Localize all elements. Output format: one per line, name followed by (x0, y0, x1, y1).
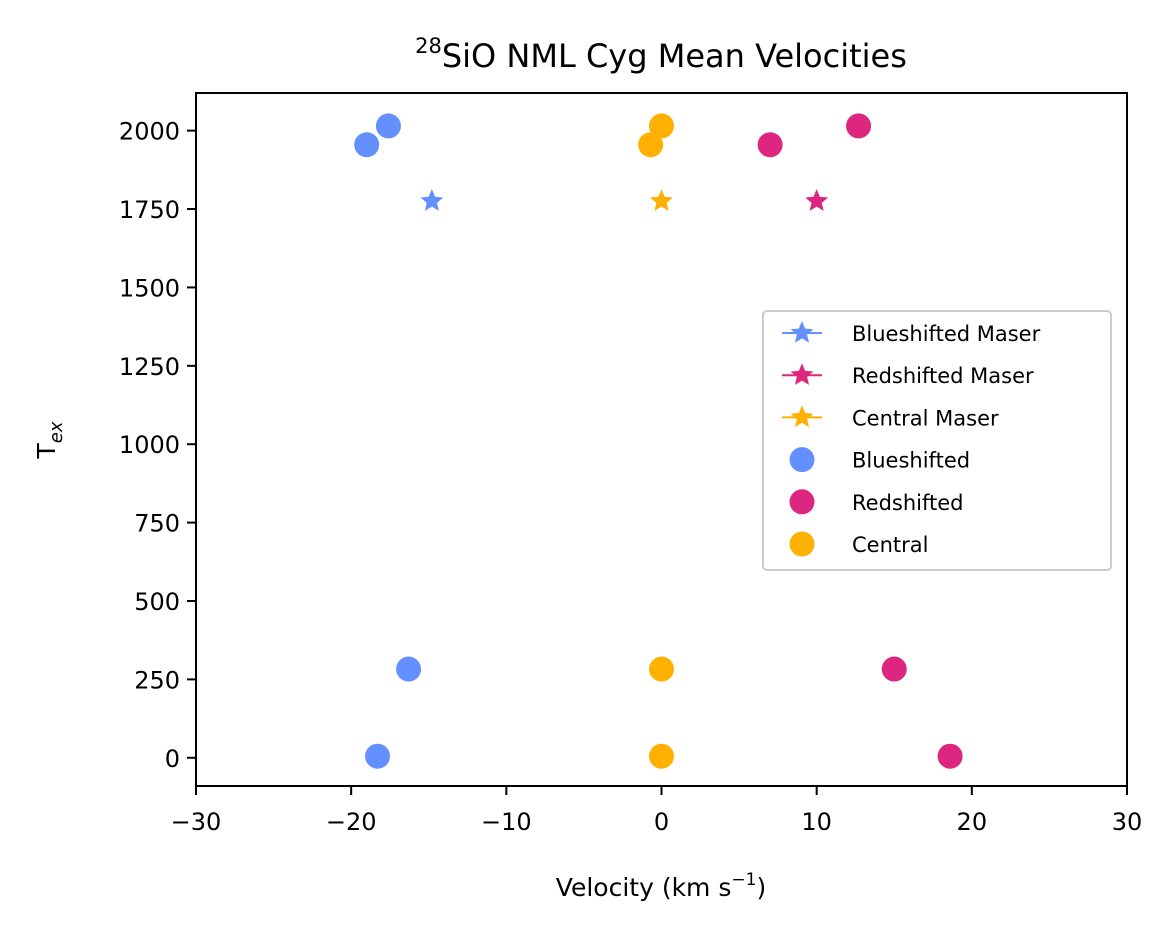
legend-marker-redshifted (789, 489, 815, 515)
x-tick-label: 0 (654, 808, 669, 836)
redshifted-point (757, 132, 783, 158)
y-tick-label: 250 (134, 666, 180, 694)
x-axis-label: Velocity (km s−1) (556, 870, 766, 902)
legend-label-blueshifted-maser: Blueshifted Maser (852, 322, 1041, 346)
x-tick-label: 30 (1112, 808, 1143, 836)
central-point (649, 656, 674, 682)
legend-label-blueshifted: Blueshifted (852, 449, 970, 473)
blueshifted-maser-point (420, 189, 444, 211)
y-tick-label: 1000 (119, 431, 180, 459)
y-tick-label: 0 (165, 745, 180, 773)
y-axis-label: Tex (32, 421, 67, 459)
redshifted-point (881, 656, 907, 682)
legend-box (762, 310, 1112, 571)
redshifted-point (937, 743, 963, 769)
y-tick-label: 750 (134, 510, 180, 538)
y-tick-label: 1750 (119, 196, 180, 224)
x-tick-label: −20 (326, 808, 377, 836)
legend-marker-redshifted-maser (790, 363, 814, 385)
legend: Blueshifted Maser Redshifted Maser Central… (762, 310, 1112, 571)
blueshifted-point (365, 743, 391, 769)
y-tick-label: 1250 (119, 353, 180, 381)
y-tick-label: 1500 (119, 274, 180, 302)
legend-label-redshifted-maser: Redshifted Maser (852, 364, 1034, 388)
central-point (649, 113, 674, 139)
central-maser-point (650, 189, 673, 211)
legend-label-central: Central (852, 533, 928, 557)
y-axis: 0 250 500 750 1000 1250 1500 1750 2000 (119, 118, 196, 773)
legend-marker-central-maser (790, 405, 814, 428)
legend-label-redshifted: Redshifted (852, 491, 964, 515)
data-points (354, 113, 963, 769)
blueshifted-point (354, 132, 380, 158)
x-tick-label: −30 (171, 808, 222, 836)
redshifted-point (846, 113, 872, 139)
x-axis: −30 −20 −10 0 10 20 30 (171, 786, 1143, 836)
x-tick-label: 10 (801, 808, 832, 836)
redshifted-maser-point (805, 189, 829, 211)
legend-marker-central (789, 531, 815, 557)
legend-marker-blueshifted-maser (790, 321, 814, 343)
central-point (649, 743, 674, 769)
chart-title: 28SiO NML Cyg Mean Velocities (415, 34, 907, 75)
y-tick-label: 2000 (119, 118, 180, 146)
blueshifted-point (375, 113, 401, 139)
blueshifted-point (396, 656, 422, 682)
central-point (638, 132, 664, 158)
x-tick-label: −10 (481, 808, 532, 836)
legend-marker-blueshifted (789, 447, 815, 473)
y-tick-label: 500 (134, 588, 180, 616)
x-tick-label: 20 (957, 808, 988, 836)
legend-label-central-maser: Central Maser (852, 406, 999, 430)
